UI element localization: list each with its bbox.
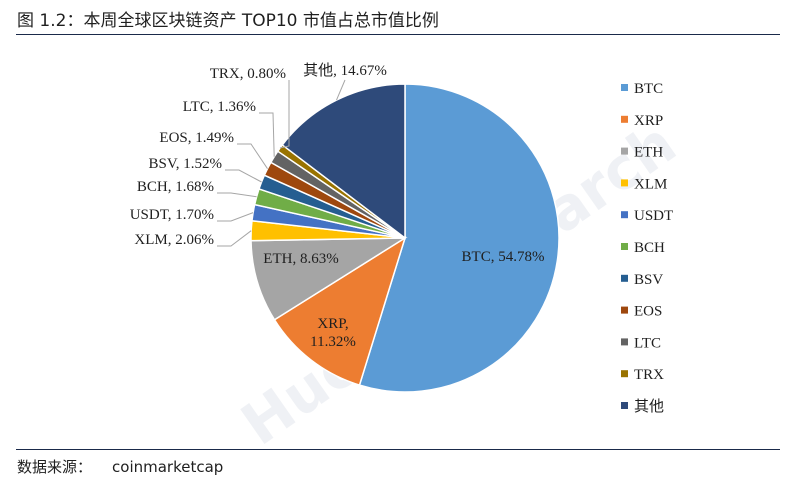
- source-line: 数据来源： coinmarketcap: [17, 456, 223, 477]
- legend-swatch-ltc: [621, 338, 628, 346]
- legend-label-btc: BTC: [634, 81, 663, 97]
- leader-line-trx: [279, 80, 290, 149]
- data-label-ltc: LTC, 1.36%: [183, 99, 256, 115]
- data-label-xlm: XLM, 2.06%: [134, 232, 214, 248]
- leader-line-other-10: [336, 79, 346, 101]
- leader-line-xlm: [217, 230, 252, 247]
- data-labels: BTC, 54.78% XRP, 11.32% ETH, 8.63% XLM, 2.06…: [130, 62, 545, 350]
- data-label-eos: EOS, 1.49%: [159, 130, 234, 146]
- data-label-other-10: 其他, 14.67%: [303, 62, 387, 79]
- data-label-btc: BTC, 54.78%: [462, 249, 545, 265]
- leader-line-bsv: [225, 169, 262, 183]
- legend-label-other-10: 其他: [634, 398, 664, 415]
- leader-line-usdt: [217, 212, 254, 222]
- legend-label-usdt: USDT: [634, 208, 673, 224]
- data-label-xrp: XRP, 11.32%: [310, 316, 356, 350]
- slice-xrp: [273, 236, 407, 387]
- legend-swatch-other-10: [621, 402, 628, 409]
- source-value: coinmarketcap: [112, 458, 224, 476]
- legend-swatch-btc: [621, 84, 628, 91]
- legend-label-xrp: XRP: [634, 113, 663, 129]
- legend-label-xlm: XLM: [634, 176, 667, 192]
- legend-label-bch: BCH: [634, 240, 665, 256]
- leader-line-eos: [237, 143, 268, 169]
- source-label: 数据来源：: [17, 458, 93, 476]
- data-label-eth: ETH, 8.63%: [263, 251, 338, 267]
- legend-label-ltc: LTC: [634, 335, 661, 351]
- source-divider: [16, 449, 780, 450]
- legend-swatch-bch: [621, 243, 628, 250]
- legend-swatch-bsv: [621, 274, 628, 282]
- legend-swatch-xrp: [621, 115, 628, 123]
- data-label-bsv: BSV, 1.52%: [149, 156, 223, 172]
- legend-label-eth: ETH: [634, 145, 663, 161]
- data-label-usdt: USDT, 1.70%: [130, 207, 214, 223]
- legend-label-bsv: BSV: [634, 272, 663, 288]
- figure-title: 图 1.2：本周全球区块链资产 TOP10 市值占总市值比例: [17, 11, 439, 31]
- leader-line-bch: [217, 192, 257, 198]
- legend: BTC XRP ETH XLM USDT BCH BSV EOS LTC TRX 其他: [621, 81, 673, 415]
- legend-swatch-eos: [621, 306, 628, 314]
- title-divider: [16, 34, 780, 35]
- slice-btc: [358, 83, 560, 393]
- legend-label-eos: EOS: [634, 304, 662, 320]
- data-label-bch: BCH, 1.68%: [137, 179, 214, 195]
- legend-swatch-eth: [621, 147, 628, 155]
- leader-line-ltc: [259, 112, 275, 157]
- legend-swatch-usdt: [621, 211, 628, 219]
- legend-swatch-trx: [621, 370, 628, 378]
- legend-swatch-xlm: [621, 179, 628, 187]
- data-label-trx: TRX, 0.80%: [210, 66, 286, 82]
- slice-eth: [250, 237, 408, 321]
- legend-label-trx: TRX: [634, 367, 664, 383]
- label-leader-lines: [217, 79, 346, 247]
- pie-slices: [250, 83, 560, 393]
